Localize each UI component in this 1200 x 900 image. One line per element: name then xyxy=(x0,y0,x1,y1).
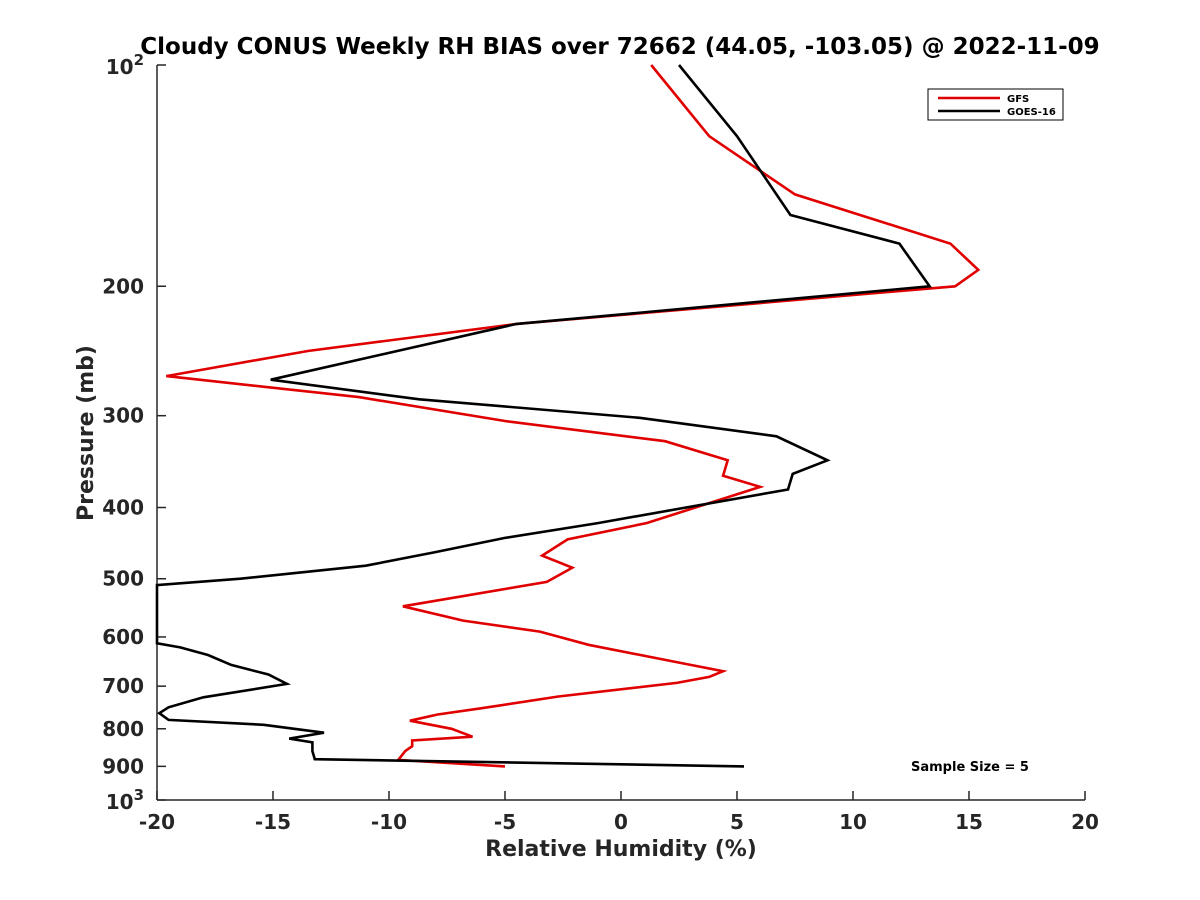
sample-size-annotation: Sample Size = 5 xyxy=(911,760,1029,775)
y-tick-label-base: 10 xyxy=(106,55,134,79)
x-tick-label: 0 xyxy=(614,810,628,834)
chart-title: Cloudy CONUS Weekly RH BIAS over 72662 (… xyxy=(140,34,1099,60)
x-axis-title: Relative Humidity (%) xyxy=(485,837,757,862)
legend-box xyxy=(927,88,1064,121)
y-axis-title: Pressure (mb) xyxy=(74,345,99,521)
y-tick-label: 400 xyxy=(102,496,144,520)
y-tick-label: 103 xyxy=(106,786,144,814)
x-tick-label: -10 xyxy=(371,810,407,834)
y-tick-label: 102 xyxy=(106,51,144,79)
y-tick-label: 600 xyxy=(102,625,144,649)
y-tick-label-exponent: 3 xyxy=(134,786,144,804)
series-line-goes-16 xyxy=(155,64,932,768)
y-tick-label: 300 xyxy=(102,404,144,428)
y-tick-label-base: 10 xyxy=(106,790,134,814)
y-tick-label: 900 xyxy=(102,754,144,778)
x-tick-label: -15 xyxy=(255,810,291,834)
x-tick-label: 15 xyxy=(955,810,983,834)
x-tick-label: 5 xyxy=(730,810,744,834)
y-tick-label: 700 xyxy=(102,674,144,698)
legend-label-gfs: GFS xyxy=(1007,94,1029,105)
y-tick-label: 500 xyxy=(102,567,144,591)
y-tick-label: 800 xyxy=(102,717,144,741)
x-tick-label: 10 xyxy=(839,810,867,834)
legend-label-goes-16: GOES-16 xyxy=(1007,107,1056,118)
x-tick-label: 20 xyxy=(1071,810,1099,834)
series-line-gfs xyxy=(166,64,981,768)
y-tick-label: 200 xyxy=(102,274,144,298)
x-tick-label: -5 xyxy=(494,810,516,834)
y-tick-label-exponent: 2 xyxy=(134,51,144,69)
x-tick-label: -20 xyxy=(139,810,175,834)
